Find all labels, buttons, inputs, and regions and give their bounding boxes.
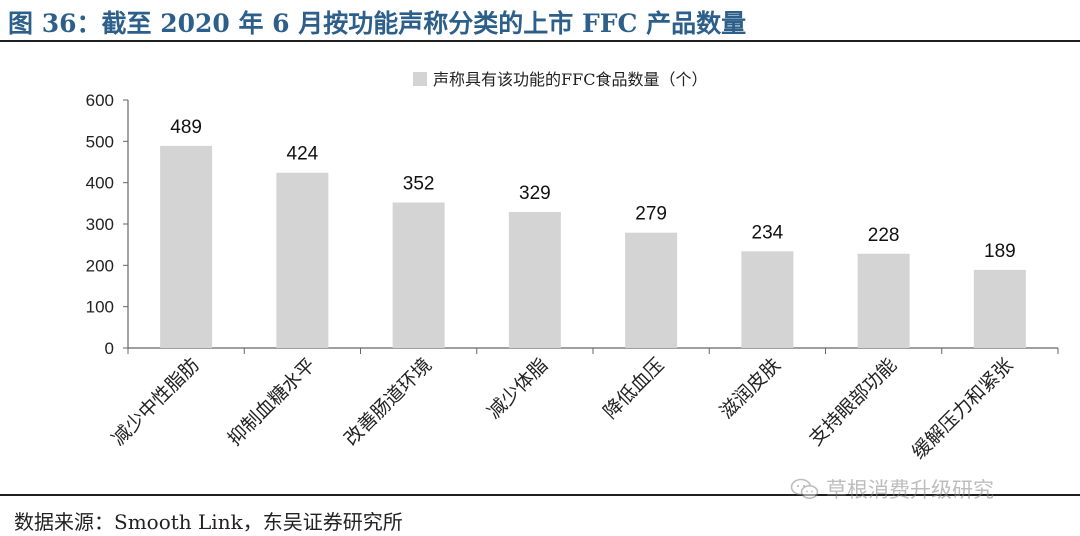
bar xyxy=(508,212,561,348)
data-label: 234 xyxy=(752,222,784,243)
data-label: 189 xyxy=(984,241,1016,262)
x-tick-label: 支持眼部功能 xyxy=(805,354,901,450)
y-tick-label: 600 xyxy=(86,91,114,110)
legend-label: 声称具有该功能的FFC食品数量（个） xyxy=(433,70,707,89)
x-tick-label: 抑制血糖水平 xyxy=(224,354,320,450)
watermark-text: 草根消费升级研究 xyxy=(826,478,994,502)
data-label: 228 xyxy=(868,225,900,246)
bar xyxy=(857,253,910,348)
data-label: 352 xyxy=(403,174,435,195)
data-labels: 489 424 352 329 279 234 228 189 xyxy=(170,117,1015,262)
watermark: 草根消费升级研究 xyxy=(790,474,994,504)
bar-chart: 声称具有该功能的FFC食品数量（个） 0 100 200 300 400 500 600 4… xyxy=(86,70,1059,464)
bars xyxy=(160,145,1026,348)
bar xyxy=(392,202,445,348)
y-tick-label: 200 xyxy=(86,256,114,275)
x-tick-label: 改善肠道环境 xyxy=(340,354,436,450)
y-tick-label: 400 xyxy=(86,174,114,193)
data-label: 279 xyxy=(635,204,667,225)
wechat-icon xyxy=(790,478,819,499)
y-tick-label: 100 xyxy=(86,298,114,317)
y-tick-label: 300 xyxy=(86,215,114,234)
bar xyxy=(625,232,678,348)
source-note: 数据来源：Smooth Link，东吴证券研究所 xyxy=(14,510,403,534)
x-tick-label: 减少中性脂肪 xyxy=(107,354,203,450)
bar xyxy=(160,145,213,348)
x-tick-label: 减少体脂 xyxy=(483,354,552,423)
x-axis-labels: 减少中性脂肪 抑制血糖水平 改善肠道环境 减少体脂 降低血压 滋润皮肤 支持眼部功能 缓解压力… xyxy=(107,348,1059,464)
chart-title: 图 36：截至 2020 年 6 月按功能声称分类的上市 FFC 产品数量 xyxy=(8,9,747,38)
chart-axes xyxy=(127,100,1058,349)
bar xyxy=(741,251,794,348)
y-axis-ticks: 0 100 200 300 400 500 600 xyxy=(86,91,128,358)
y-tick-label: 500 xyxy=(86,132,114,151)
x-tick-label: 滋润皮肤 xyxy=(716,354,785,423)
y-tick-label: 0 xyxy=(105,339,114,358)
data-label: 489 xyxy=(170,117,202,138)
data-label: 424 xyxy=(287,144,319,165)
source-divider xyxy=(0,494,1080,496)
bar xyxy=(973,269,1026,348)
x-tick-label: 缓解压力和紧张 xyxy=(908,354,1018,464)
bar xyxy=(276,172,329,348)
title-divider xyxy=(0,40,1080,42)
chart-legend: 声称具有该功能的FFC食品数量（个） xyxy=(413,70,707,89)
legend-swatch xyxy=(413,72,427,86)
data-label: 329 xyxy=(519,183,551,204)
x-tick-label: 降低血压 xyxy=(599,354,668,423)
